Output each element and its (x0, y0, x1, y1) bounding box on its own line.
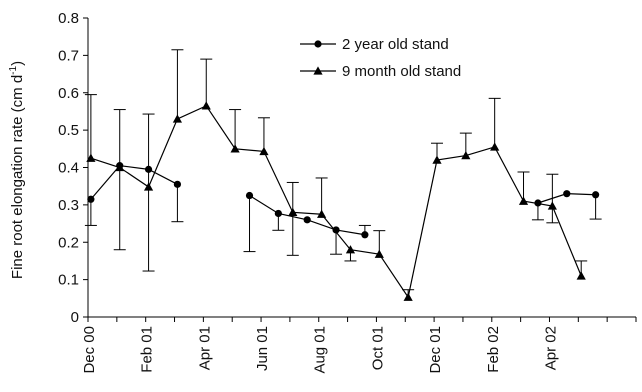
y-tick-label: 0.3 (58, 197, 79, 214)
y-tick-label: 0.5 (58, 122, 79, 139)
y-axis-title: Fine root elongation rate (cm d-1) (8, 61, 26, 279)
data-point (332, 226, 340, 234)
data-point (172, 114, 183, 123)
data-point (143, 182, 154, 191)
y-tick-label: 0.6 (58, 85, 79, 102)
data-point (592, 191, 600, 199)
data-point (173, 180, 182, 188)
y-tick-label: 0 (71, 309, 79, 326)
data-point (115, 162, 125, 172)
data-point (547, 201, 557, 210)
axes: 0 0.1 0.2 0.3 0.4 0.5 0.6 0.7 0.8 Dec 00 Feb 01 Apr… (58, 10, 637, 374)
legend-item-nine-month: 9 month old stand (300, 63, 461, 80)
x-tick-label: Jun 01 (254, 326, 271, 371)
data-point (576, 271, 586, 280)
data-point (303, 216, 311, 224)
data-point (201, 101, 211, 110)
x-tick-label: Dec 01 (427, 326, 444, 374)
data-point (432, 155, 442, 164)
data-point (288, 207, 298, 217)
x-tick-label: Apr 01 (196, 326, 213, 370)
data-point (317, 209, 327, 218)
series-two-year (84, 162, 602, 255)
data-point (403, 292, 413, 301)
series-line (90, 105, 582, 299)
x-tick-label: Apr 02 (542, 326, 559, 370)
data-point (361, 231, 369, 239)
legend-label: 9 month old stand (342, 63, 461, 80)
data-point (461, 150, 471, 160)
x-tick-label: Dec 00 (81, 326, 98, 374)
data-point (490, 142, 500, 151)
data-point (245, 191, 254, 200)
series-line (249, 195, 365, 236)
y-tick-label: 0.2 (58, 234, 79, 251)
legend-item-two-year: 2 year old stand (300, 36, 449, 53)
data-point (563, 190, 571, 198)
data-point (86, 153, 96, 162)
data-point (374, 249, 384, 258)
data-point (274, 209, 282, 218)
data-point (259, 146, 269, 156)
legend-label: 2 year old stand (342, 36, 449, 53)
legend: 2 year old stand 9 month old stand (300, 36, 461, 80)
legend-marker (313, 66, 323, 75)
data-point (230, 144, 240, 153)
data-point (518, 196, 529, 205)
y-tick-label: 0.4 (58, 160, 79, 177)
data-point (87, 195, 95, 203)
series-nine-month (84, 49, 588, 301)
x-tick-label: Feb 01 (139, 326, 156, 373)
legend-marker (314, 40, 322, 48)
y-tick-label: 0.1 (58, 272, 79, 289)
y-axis-title-sup: -1 (8, 65, 19, 74)
x-tick-label: Feb 02 (485, 326, 502, 373)
series-line (90, 164, 178, 200)
y-axis-title-text: Fine root elongation rate (cm d (9, 75, 26, 279)
data-point (345, 245, 356, 254)
plot-area (84, 49, 602, 301)
x-tick-label: Oct 01 (369, 326, 386, 370)
y-tick-label: 0.7 (58, 47, 79, 64)
y-axis-title-close: ) (9, 61, 26, 66)
y-tick-label: 0.8 (58, 10, 79, 27)
x-tick-label: Aug 01 (312, 326, 329, 374)
